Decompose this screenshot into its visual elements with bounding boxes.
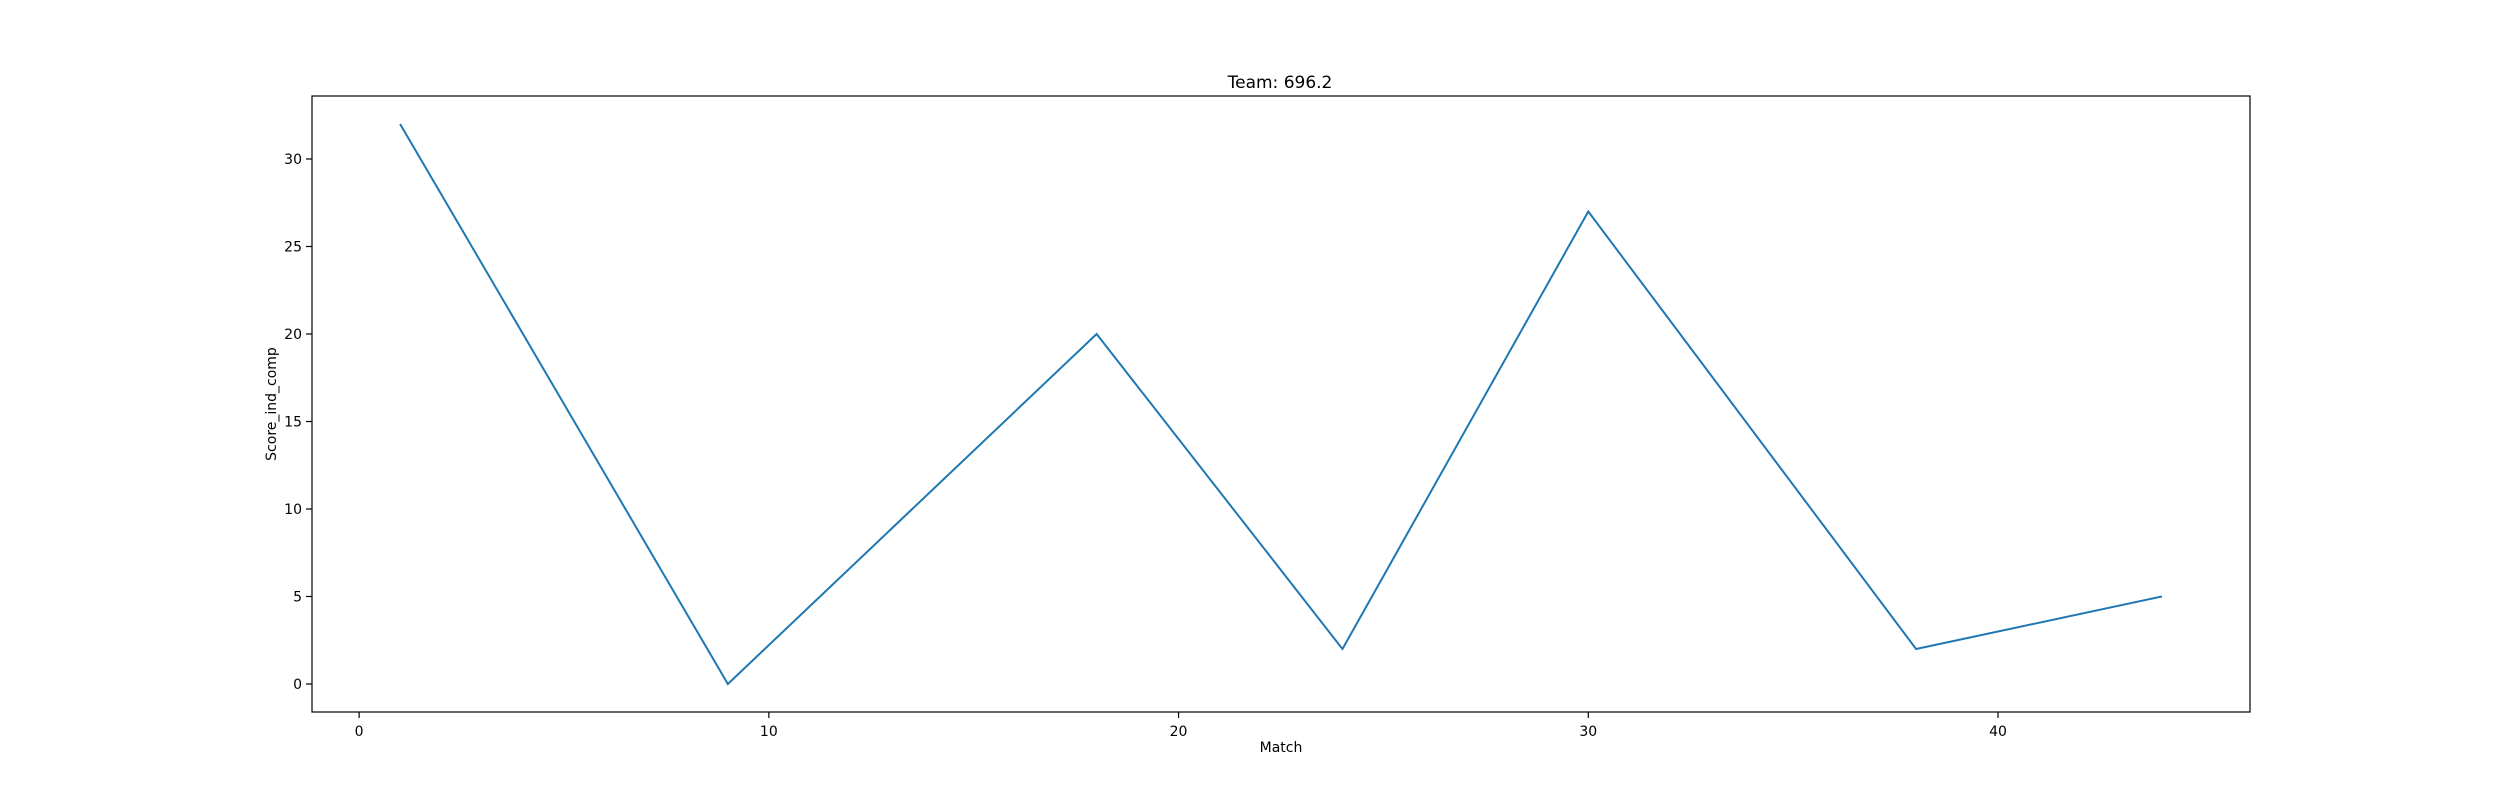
- y-tick-label: 0: [293, 677, 302, 693]
- x-tick-label: 30: [1579, 724, 1597, 740]
- x-tick-label: 0: [355, 724, 364, 740]
- plot-area-frame: [311, 95, 2251, 713]
- series-layer: [399, 123, 2163, 686]
- x-tick-label: 20: [1170, 724, 1188, 740]
- y-tick-label: 10: [284, 502, 302, 518]
- x-tick-label: 10: [760, 724, 778, 740]
- y-tick-label: 15: [284, 415, 302, 431]
- y-tick-label: 25: [284, 240, 302, 256]
- y-tick-label: 5: [293, 590, 302, 606]
- y-tick-label: 20: [284, 327, 302, 343]
- y-axis: 0 5 10 15 20 25 30: [284, 152, 312, 693]
- x-axis: 0 10 20 30 40: [355, 712, 2007, 740]
- x-axis-label: Match: [1260, 740, 1303, 756]
- chart-title: Team: 696.2: [1227, 73, 1333, 93]
- y-tick-label: 30: [284, 152, 302, 168]
- x-tick-label: 40: [1989, 724, 2007, 740]
- series-line-0: [399, 123, 2163, 686]
- y-axis-label: Score_ind_comp: [264, 347, 280, 461]
